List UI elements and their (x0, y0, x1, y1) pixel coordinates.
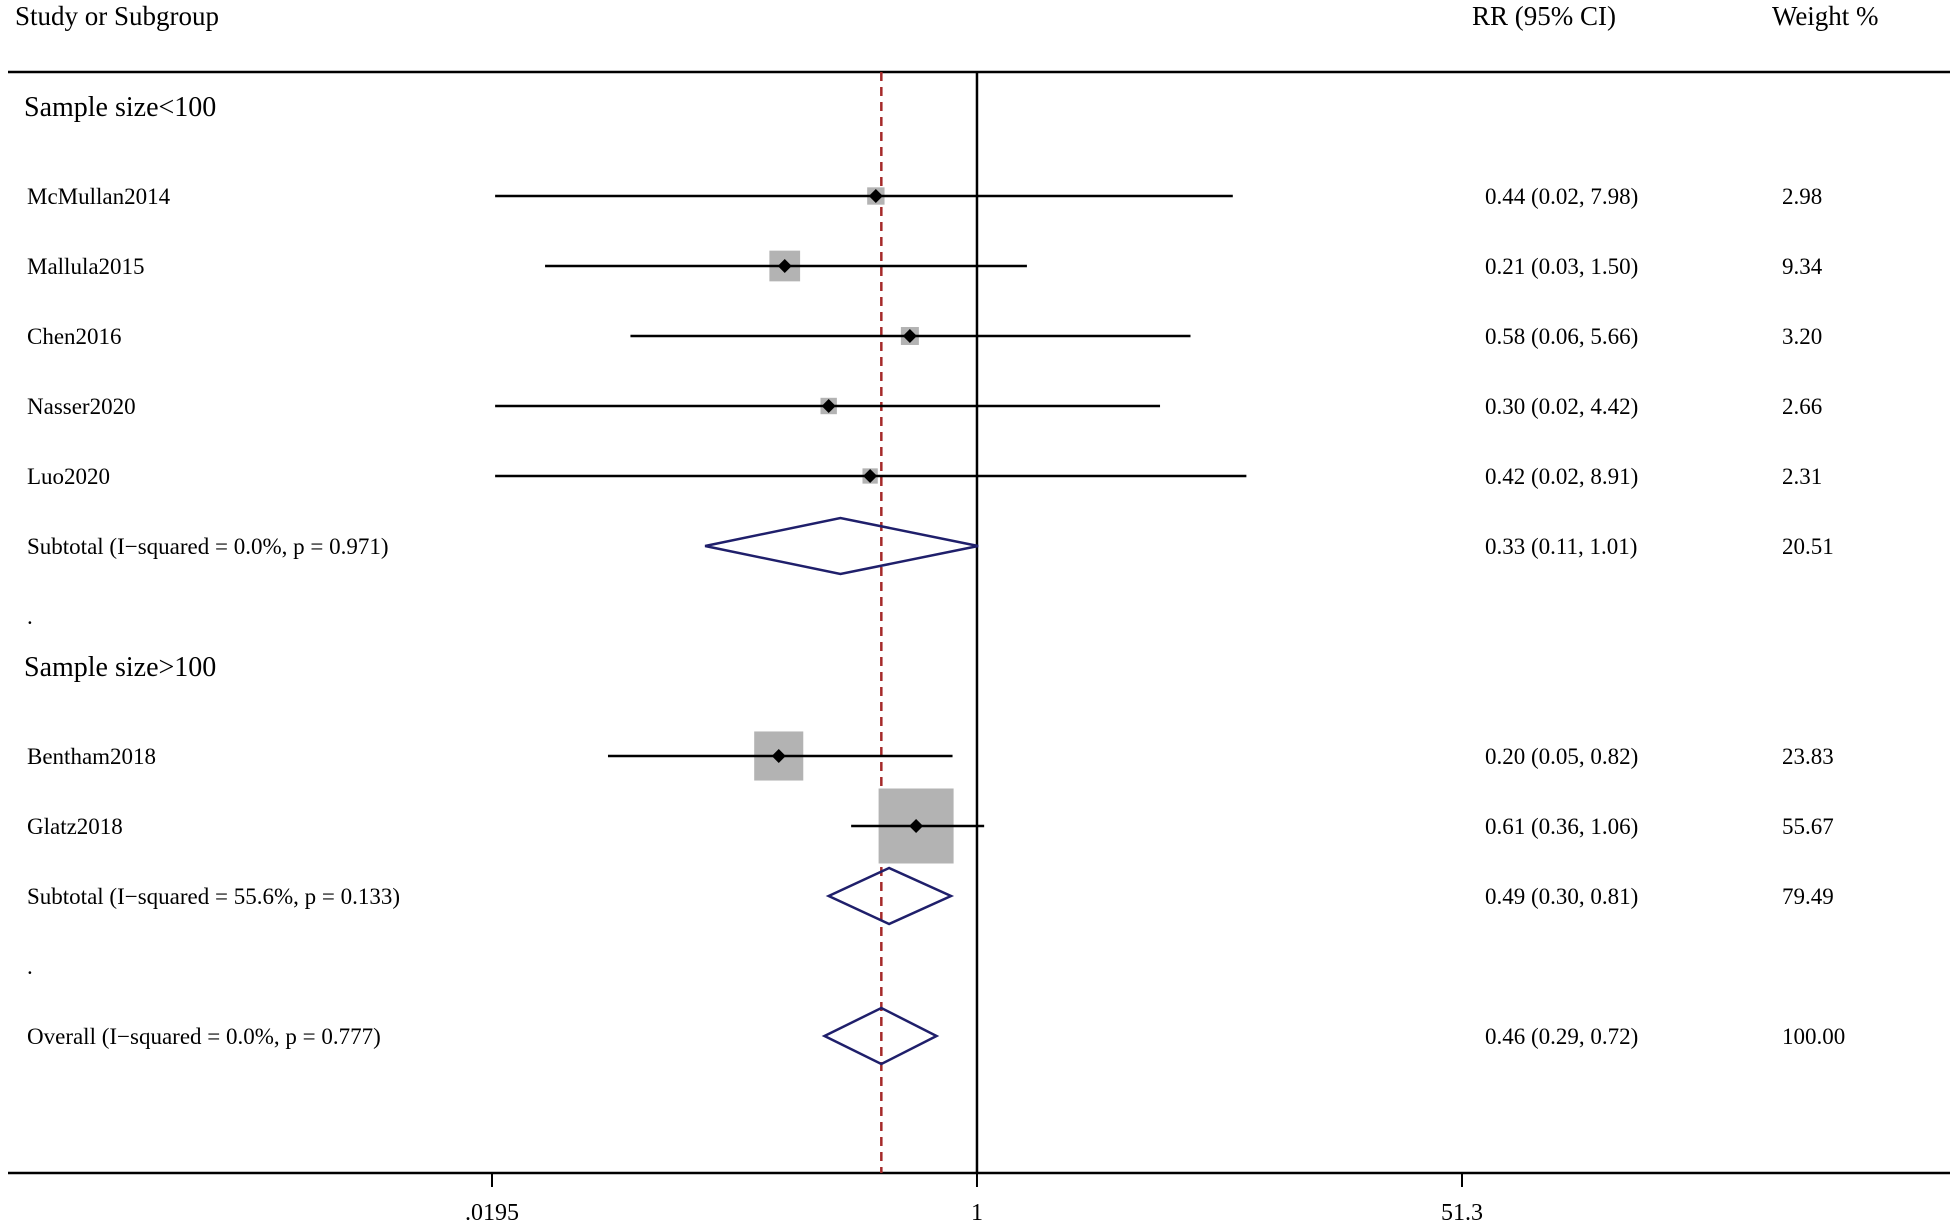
estimate-text: 0.33 (0.11, 1.01) (1485, 534, 1637, 559)
point-estimate (777, 259, 792, 273)
weight-text: 20.51 (1782, 534, 1834, 559)
subgroup-heading: Sample size<100 (24, 92, 216, 123)
estimate-text: 0.30 (0.02, 4.42) (1485, 394, 1638, 419)
weight-text: 55.67 (1782, 814, 1834, 839)
estimate-text: 0.20 (0.05, 0.82) (1485, 744, 1638, 769)
point-estimate (909, 819, 924, 833)
x-tick-label: 1 (971, 1200, 983, 1225)
weight-text: 2.66 (1782, 394, 1822, 419)
weight-text: 2.98 (1782, 184, 1822, 209)
study-label: Luo2020 (27, 464, 110, 489)
point-estimate (902, 329, 917, 343)
point-estimate (868, 189, 883, 203)
x-tick-label: 51.3 (1441, 1200, 1483, 1225)
weight-text: 2.31 (1782, 464, 1822, 489)
estimate-text: 0.58 (0.06, 5.66) (1485, 324, 1638, 349)
weight-text: 9.34 (1782, 254, 1823, 279)
subtotal-diamond (825, 866, 955, 926)
estimate-text: 0.42 (0.02, 8.91) (1485, 464, 1638, 489)
study-label: Mallula2015 (27, 254, 145, 279)
study-label: Bentham2018 (27, 744, 156, 769)
subtotal-label: Subtotal (I−squared = 0.0%, p = 0.971) (27, 534, 389, 559)
weight-text: 23.83 (1782, 744, 1834, 769)
spacer-dot: . (27, 954, 33, 979)
study-label: Nasser2020 (27, 394, 136, 419)
estimate-text: 0.49 (0.30, 0.81) (1485, 884, 1638, 909)
point-estimate (771, 749, 786, 763)
estimate-text: 0.44 (0.02, 7.98) (1485, 184, 1638, 209)
study-label: McMullan2014 (27, 184, 171, 209)
weight-text: 3.20 (1782, 324, 1822, 349)
header-estimate: RR (95% CI) (1472, 1, 1616, 31)
point-estimate (821, 399, 836, 413)
header-weight: Weight % (1772, 1, 1879, 31)
overall-diamond (821, 1006, 940, 1066)
spacer-dot: . (27, 604, 33, 629)
point-estimate (863, 469, 878, 483)
estimate-text: 0.21 (0.03, 1.50) (1485, 254, 1638, 279)
estimate-text: 0.61 (0.36, 1.06) (1485, 814, 1638, 839)
weight-text: 79.49 (1782, 884, 1834, 909)
subgroup-heading: Sample size>100 (24, 652, 216, 683)
weight-text: 100.00 (1782, 1024, 1845, 1049)
subtotal-label: Subtotal (I−squared = 55.6%, p = 0.133) (27, 884, 400, 909)
study-label: Glatz2018 (27, 814, 123, 839)
overall-label: Overall (I−squared = 0.0%, p = 0.777) (27, 1024, 381, 1049)
study-label: Chen2016 (27, 324, 122, 349)
x-tick-label: .0195 (465, 1200, 519, 1225)
subtotal-diamond (704, 516, 979, 576)
header-study: Study or Subgroup (15, 1, 219, 31)
estimate-text: 0.46 (0.29, 0.72) (1485, 1024, 1638, 1049)
